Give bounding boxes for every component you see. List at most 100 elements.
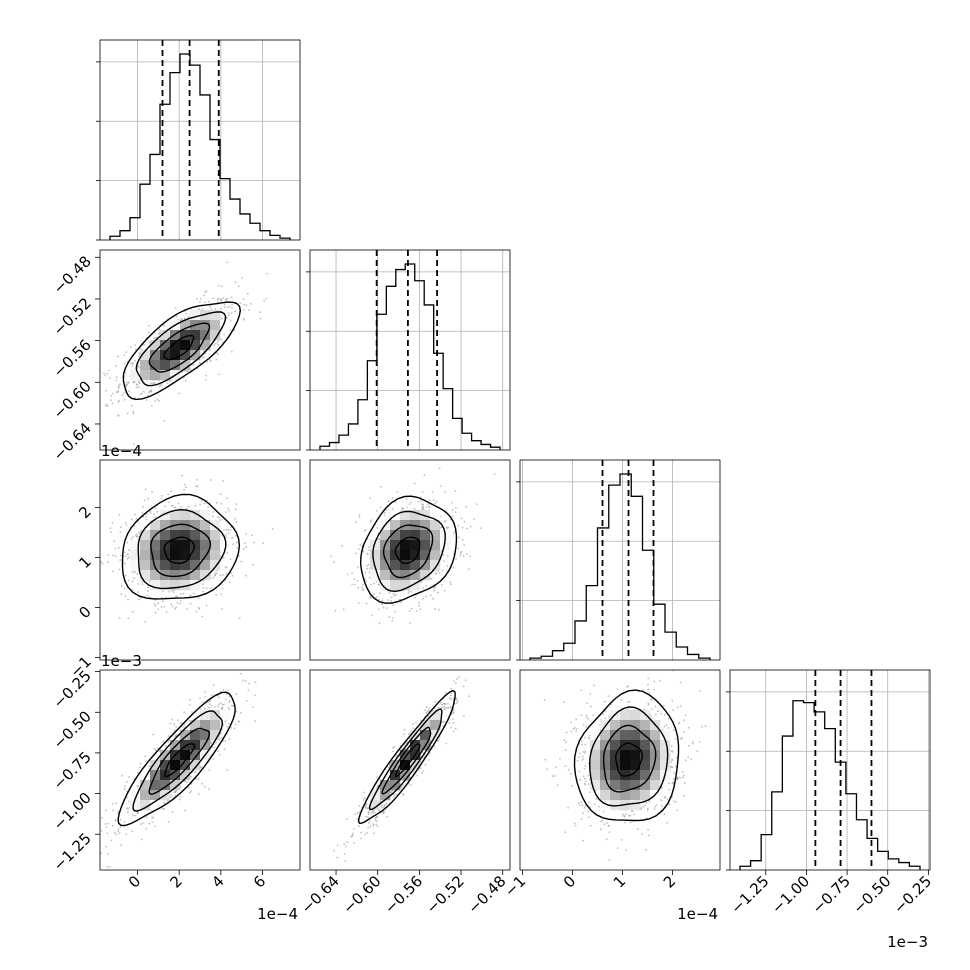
contour-line <box>382 524 434 579</box>
scatter-point <box>390 791 393 794</box>
scatter-point <box>408 503 411 505</box>
scatter-point <box>111 522 114 524</box>
density-cell <box>130 800 141 811</box>
scatter-point <box>443 521 446 523</box>
scatter-point <box>374 817 377 819</box>
scatter-point <box>394 501 397 503</box>
scatter-point <box>137 365 140 368</box>
scatter-point <box>444 519 447 522</box>
scatter-point <box>358 805 361 807</box>
scatter-point <box>205 604 208 607</box>
scatter-point <box>173 506 176 509</box>
density-cell <box>160 520 171 531</box>
scatter-point <box>126 541 129 544</box>
scatter-point <box>235 534 237 537</box>
scatter-point <box>124 521 127 524</box>
scatter-point <box>130 537 133 540</box>
scatter-point <box>354 583 356 586</box>
density-cell <box>190 730 201 741</box>
axes-frame <box>309 459 511 661</box>
scatter-point <box>119 826 122 829</box>
scatter-point <box>443 708 446 711</box>
scatter-point <box>204 291 207 294</box>
scatter-point <box>179 795 182 798</box>
scatter-point <box>225 536 228 539</box>
scatter-point <box>400 601 403 604</box>
histogram-step <box>739 700 921 870</box>
scatter-point <box>108 369 111 372</box>
scatter-point <box>161 494 164 497</box>
scatter-point <box>224 720 227 723</box>
scatter-point <box>124 551 126 554</box>
scatter-point <box>217 353 219 356</box>
scatter-point <box>197 606 200 609</box>
scatter-point <box>362 588 365 590</box>
axes-frame <box>99 459 301 661</box>
scatter-point <box>124 595 127 597</box>
scatter-point <box>382 606 385 609</box>
scatter-point <box>139 762 142 765</box>
scatter-point <box>138 352 141 355</box>
scatter-point <box>391 508 394 510</box>
scatter-point <box>220 593 222 595</box>
scatter-point <box>147 586 150 589</box>
density-cell <box>130 550 141 561</box>
scatter-point <box>672 709 674 711</box>
scatter-point <box>441 703 444 706</box>
scatter-point <box>123 562 126 565</box>
density-cell <box>200 520 211 531</box>
density-cell <box>170 550 181 561</box>
scatter-point <box>189 602 192 605</box>
scatter-point <box>430 577 433 580</box>
scatter-point <box>431 491 434 494</box>
scatter-point <box>449 707 452 709</box>
scatter-point <box>469 525 472 528</box>
scatter-point <box>428 506 430 509</box>
scatter-point <box>428 499 431 502</box>
scatter-point <box>151 405 153 407</box>
scatter-point <box>213 746 216 749</box>
scatter-point <box>351 834 354 837</box>
scatter-point <box>434 608 437 611</box>
scatter-point <box>229 558 232 561</box>
scatter-point <box>115 802 118 805</box>
scatter-point <box>379 506 382 509</box>
scatter-point <box>202 579 205 582</box>
scatter-point <box>163 419 166 422</box>
scatter-point <box>125 351 127 353</box>
scatter-point <box>132 536 135 538</box>
scatter-point <box>231 303 234 306</box>
scatter-point <box>455 558 457 560</box>
scatter-point <box>455 682 457 685</box>
scatter-point <box>186 608 189 610</box>
scatter-point <box>224 740 227 742</box>
density-cell <box>380 580 391 591</box>
scatter-point <box>233 329 236 331</box>
scatter-point <box>683 719 685 722</box>
scatter-point <box>379 485 382 488</box>
scatter-point <box>392 593 395 595</box>
density-cell <box>170 760 181 771</box>
scatter-point <box>439 485 442 488</box>
density-cell <box>160 360 171 371</box>
scatter-point <box>170 794 173 796</box>
scatter-point <box>451 711 454 714</box>
contour-line <box>117 691 236 827</box>
scatter-point <box>423 474 426 477</box>
density-cell <box>210 550 221 561</box>
scatter-point <box>333 849 336 852</box>
scatter-point <box>414 596 416 599</box>
scatter-point <box>222 480 224 482</box>
scatter-point <box>139 347 142 350</box>
scatter-point <box>245 533 248 535</box>
density-cell <box>200 310 211 321</box>
scatter-point <box>152 733 155 736</box>
density-cell <box>180 580 191 591</box>
scatter-point <box>241 276 244 279</box>
scatter-point <box>451 515 454 518</box>
scatter-point <box>460 517 463 520</box>
scatter-point <box>167 821 170 823</box>
scatter-point <box>456 678 458 680</box>
scatter-point <box>165 745 167 748</box>
scatter-point <box>236 547 239 549</box>
